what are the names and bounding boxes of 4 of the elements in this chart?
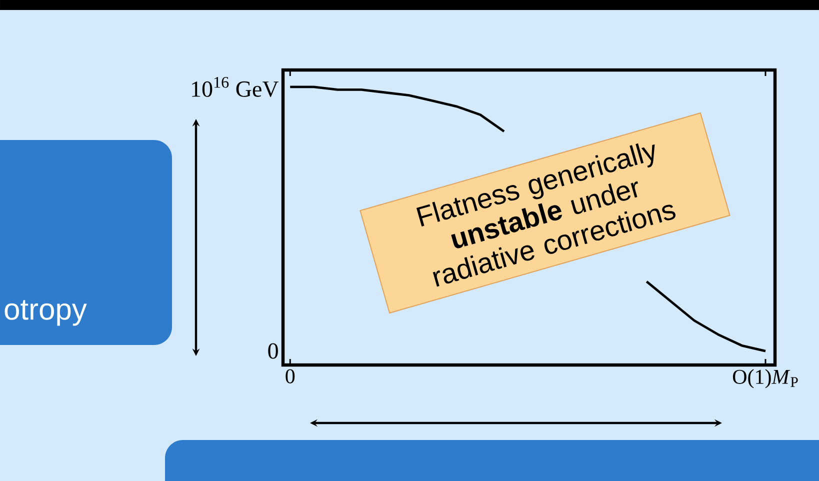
- text: 0: [268, 343, 278, 359]
- text: otropy: [4, 300, 87, 326]
- x-tick-label: O(1)M$_{P}$: [732, 369, 798, 388]
- text: 10$^{16}$ GeV: [192, 76, 279, 98]
